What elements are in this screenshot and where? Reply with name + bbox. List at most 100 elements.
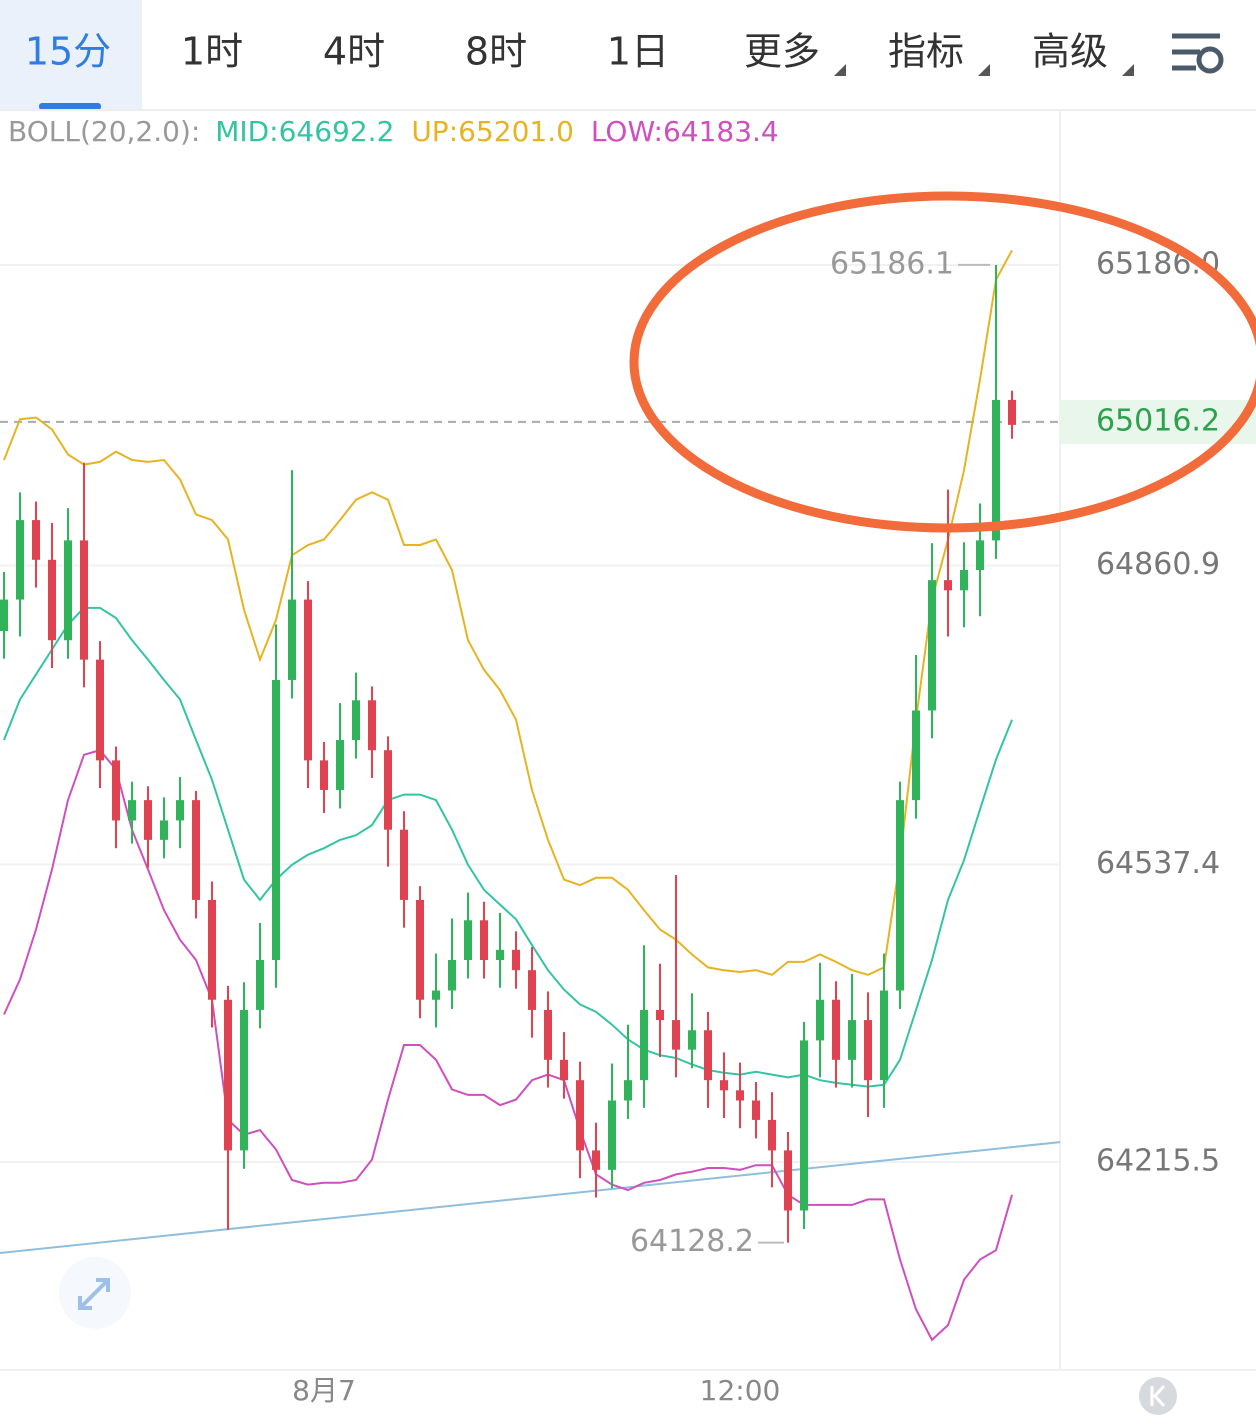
candle-body xyxy=(192,800,200,900)
candle-body xyxy=(496,949,504,961)
candle-body xyxy=(96,659,104,761)
tab[interactable]: 15分 xyxy=(25,30,111,74)
tab[interactable]: 高级 xyxy=(1032,30,1108,74)
candle-body xyxy=(80,540,88,660)
legend-mid: MID:64692.2 xyxy=(215,115,394,148)
tab[interactable]: 8时 xyxy=(465,30,527,74)
trendline xyxy=(0,1141,1061,1254)
candle-body xyxy=(64,540,72,641)
candle-body xyxy=(240,1009,248,1151)
candle-body xyxy=(288,599,296,680)
tab[interactable]: 1时 xyxy=(181,30,243,74)
boll-line xyxy=(3,749,1013,1342)
candle-body xyxy=(880,990,888,1081)
legend-low: LOW:64183.4 xyxy=(591,115,779,148)
dropdown-arrow xyxy=(1122,64,1134,76)
low-label: 64128.2 xyxy=(630,1224,754,1259)
candle-body xyxy=(464,920,472,961)
candle-body xyxy=(944,580,952,591)
tab[interactable]: 4时 xyxy=(323,30,385,74)
candle-body xyxy=(720,1080,728,1091)
y-tick-label: 64860.9 xyxy=(1096,547,1220,582)
candle-body xyxy=(672,1020,680,1050)
candle-body xyxy=(576,1080,584,1151)
tab[interactable]: 更多 xyxy=(744,30,820,74)
legend-up: UP:65201.0 xyxy=(411,115,574,148)
x-tick-label: 12:00 xyxy=(700,1374,781,1407)
candle-body xyxy=(160,820,168,840)
candle-body xyxy=(16,520,24,600)
candle-body xyxy=(912,710,920,801)
x-tick-label: 8月7 xyxy=(292,1374,356,1407)
y-tick-label: 64537.4 xyxy=(1096,846,1220,881)
candle-body xyxy=(656,1009,664,1021)
candle-body xyxy=(736,1090,744,1101)
candle-body xyxy=(320,760,328,790)
candle-body xyxy=(352,700,360,741)
scroll-to-latest-button[interactable] xyxy=(1139,1377,1177,1415)
candle-body xyxy=(48,559,56,641)
y-tick-label: 64215.5 xyxy=(1096,1143,1220,1178)
tab[interactable]: 1日 xyxy=(607,30,669,74)
indicator-name: BOLL(20,2.0): xyxy=(8,115,200,148)
boll-line xyxy=(3,249,1013,976)
active-tab-bg xyxy=(0,0,142,110)
candle-body xyxy=(448,960,456,991)
dropdown-arrow xyxy=(834,64,846,76)
tab[interactable]: 指标 xyxy=(888,30,964,74)
candle-body xyxy=(528,970,536,1010)
candle-body xyxy=(640,1009,648,1081)
candle-body xyxy=(976,540,984,570)
settings-icon[interactable] xyxy=(1172,33,1224,74)
candle-body xyxy=(624,1080,632,1101)
candle-body xyxy=(112,760,120,821)
boll-line xyxy=(3,606,1013,1088)
active-tab-indicator xyxy=(39,103,101,110)
candle-body xyxy=(608,1100,616,1170)
candle-body xyxy=(704,1030,712,1081)
dropdown-arrow xyxy=(978,64,990,76)
candle-body xyxy=(400,829,408,900)
candle-body xyxy=(32,520,40,560)
candle-body xyxy=(480,920,488,961)
candle-body xyxy=(800,1040,808,1211)
candle-body xyxy=(0,599,8,631)
candle-body xyxy=(416,899,424,1000)
candle-body xyxy=(688,1030,696,1050)
candle-body xyxy=(864,1020,872,1081)
candle-body xyxy=(208,899,216,1000)
candle-body xyxy=(304,599,312,761)
candle-body xyxy=(896,800,904,991)
candle-body xyxy=(832,999,840,1060)
last-price-label: 65016.2 xyxy=(1096,403,1220,438)
candle-body xyxy=(816,999,824,1041)
expand-button[interactable] xyxy=(59,1257,131,1329)
candle-body xyxy=(848,1020,856,1060)
high-label: 65186.1 xyxy=(830,246,954,281)
candle-body xyxy=(1008,399,1016,425)
candle-body xyxy=(544,1009,552,1060)
candle-body xyxy=(384,750,392,830)
candle-body xyxy=(128,800,136,821)
candle-body xyxy=(336,740,344,790)
candle-body xyxy=(176,800,184,821)
highlight-ellipse xyxy=(629,191,1256,533)
candle-body xyxy=(272,679,280,961)
candle-body xyxy=(960,569,968,591)
indicator-legend: BOLL(20,2.0): MID:64692.2 UP:65201.0 LOW… xyxy=(8,115,779,148)
candle-body xyxy=(512,949,520,971)
candle-body xyxy=(432,990,440,1000)
candle-body xyxy=(368,700,376,751)
candle-body xyxy=(784,1150,792,1211)
candle-body xyxy=(256,960,264,1010)
candle-body xyxy=(768,1119,776,1151)
candle-body xyxy=(224,999,232,1151)
candle-body xyxy=(752,1100,760,1120)
candle-body xyxy=(928,580,936,711)
candle-body xyxy=(144,800,152,840)
candle-body xyxy=(592,1150,600,1170)
timeframe-tabs: 15分 1时 4时 8时 1日 更多 指标 高级 xyxy=(0,0,1134,110)
candle-body xyxy=(560,1059,568,1081)
